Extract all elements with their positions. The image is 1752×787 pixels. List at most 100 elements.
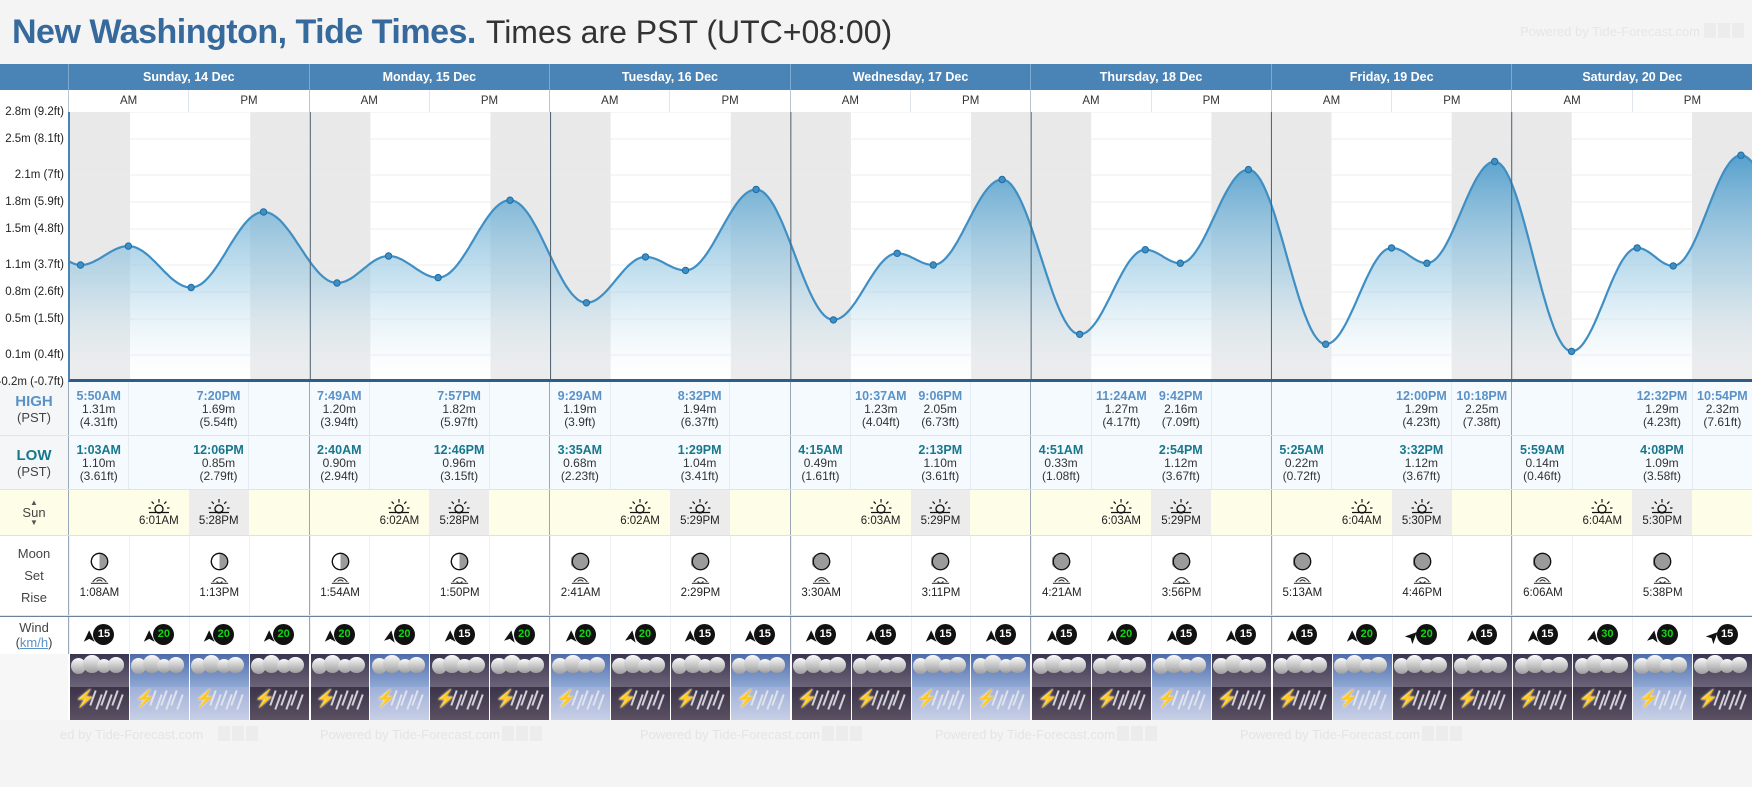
- sun-row: ▲ Sun ▼ 6:01AM 5:28PM 6:02AM 5:28PM 6:02AM 5:…: [0, 490, 1752, 536]
- tide-point-20[interactable]: [1321, 340, 1330, 348]
- tide-point-6[interactable]: [434, 273, 442, 282]
- low-tide-pm-4: 2:54PM 1.12m (3.67ft): [1151, 436, 1271, 489]
- tide-time: 10:37AM: [855, 388, 907, 403]
- powered-by-watermark: Powered by Tide-Forecast.com: [1520, 24, 1700, 39]
- wind-cell: ➤ 20: [1391, 617, 1452, 654]
- tide-metres: 0.96m: [442, 455, 476, 470]
- tide-point-14[interactable]: [929, 261, 937, 269]
- day-header-2[interactable]: Tuesday, 16 Dec: [549, 64, 790, 90]
- tide-metres: 1.29m: [1404, 401, 1439, 416]
- cloud-icon: [612, 658, 628, 674]
- high-tide-tz: (PST): [17, 409, 51, 425]
- wind-cell: ➤ 20: [128, 617, 189, 654]
- wind-cell: ➤ 30: [1572, 617, 1632, 654]
- footer-watermark-icons: [218, 726, 258, 741]
- tide-point-16[interactable]: [1076, 330, 1084, 339]
- tide-plot-area[interactable]: [68, 112, 1752, 382]
- tide-metres: 2.25m: [1465, 401, 1499, 416]
- tide-point-7[interactable]: [506, 196, 514, 204]
- tide-metres: 0.85m: [201, 455, 236, 470]
- cloud-icon: [1514, 658, 1530, 674]
- wind-pm-0: ➤ 20 ➤ 20: [188, 617, 309, 654]
- tide-point-21[interactable]: [1387, 244, 1396, 252]
- sun-cells: 6:01AM 5:28PM 6:02AM 5:28PM 6:02AM 5:29PM 6:03…: [68, 490, 1752, 535]
- tide-point-27[interactable]: [1737, 151, 1745, 159]
- y-tick-9: -0.2m (-0.7ft): [0, 376, 64, 388]
- wind-speed-badge: 15: [1055, 623, 1077, 645]
- tide-point-15[interactable]: [998, 175, 1006, 184]
- sun-day-5: 6:04AM 5:30PM: [1270, 490, 1512, 535]
- sunrise-icon: [1110, 499, 1132, 514]
- wind-speed-badge: 20: [213, 623, 235, 645]
- tide-point-17[interactable]: [1141, 246, 1149, 254]
- moon-day-5: 5:13AM 4:46PM: [1270, 536, 1512, 615]
- tide-point-11[interactable]: [752, 185, 760, 194]
- wind-unit-link[interactable]: (km/h): [15, 634, 53, 650]
- low-tide-cell: [1090, 436, 1151, 489]
- tide-point-23[interactable]: [1490, 157, 1499, 166]
- tide-point-9[interactable]: [641, 253, 650, 261]
- cloud-icon: [1224, 655, 1243, 673]
- tide-point-12[interactable]: [829, 316, 838, 324]
- moon-label-text: Moon: [17, 545, 51, 561]
- wind-day-2: ➤ 20 ➤ 20 ➤ 15 ➤ 15: [549, 617, 790, 654]
- sun-day-2: 6:02AM 5:29PM: [549, 490, 790, 535]
- sun-cell: 5:30PM: [1391, 490, 1452, 535]
- tide-point-13[interactable]: [893, 249, 901, 258]
- sun-cell: 6:01AM: [129, 490, 189, 535]
- tide-time: 11:24AM: [1096, 388, 1147, 403]
- day-header-1[interactable]: Monday, 15 Dec: [308, 64, 550, 90]
- sunset-icon: [208, 499, 230, 514]
- high-tide-am-5: [1272, 382, 1392, 435]
- cloud-icon: [1153, 658, 1169, 674]
- tide-point-25[interactable]: [1633, 244, 1641, 252]
- wind-indicator: ➤ 30: [1642, 623, 1680, 649]
- sun-cell: [1272, 490, 1332, 535]
- tide-point-18[interactable]: [1176, 259, 1185, 267]
- tide-point-22[interactable]: [1423, 259, 1431, 267]
- tide-point-8[interactable]: [582, 299, 591, 307]
- tide-point-1[interactable]: [124, 242, 133, 250]
- tide-point-26[interactable]: [1669, 262, 1677, 270]
- wind-cell: ➤ 20: [188, 617, 249, 654]
- ampm-pm-6: PM: [1631, 90, 1752, 112]
- low-tide-pm-2: 1:29PM 1.04m (3.41ft): [670, 436, 790, 489]
- moon-cell: [128, 536, 189, 615]
- day-header-0[interactable]: Sunday, 14 Dec: [68, 64, 309, 90]
- cloud-icon: [190, 658, 207, 674]
- page-title: New Washington, Tide Times.: [12, 12, 476, 51]
- moon-cell: [369, 536, 429, 615]
- wind-pm-2: ➤ 15 ➤ 15: [669, 617, 790, 654]
- y-tick-6: 0.8m (2.6ft): [5, 286, 64, 298]
- moon-set-label: Set: [24, 567, 44, 583]
- cloud-icon: [202, 655, 221, 673]
- low-tide-cell: [1451, 436, 1511, 489]
- low-tide-cell: [729, 436, 789, 489]
- day-header-6[interactable]: Saturday, 20 Dec: [1511, 64, 1752, 90]
- tide-point-4[interactable]: [333, 279, 341, 287]
- sun-cell: 5:29PM: [910, 490, 971, 535]
- page-header: New Washington, Tide Times. Times are PS…: [0, 0, 1752, 64]
- wind-pm-6: ➤ 30 ➤ 15: [1632, 617, 1752, 654]
- wind-unit-text[interactable]: km/h: [19, 634, 49, 650]
- moon-pm-2: 2:29PM: [669, 536, 790, 615]
- tide-point-24[interactable]: [1567, 347, 1576, 356]
- tide-point-10[interactable]: [681, 266, 690, 275]
- cloud-icon: [708, 657, 726, 673]
- footer-watermark: Powered by Tide-Forecast.com: [640, 727, 820, 742]
- tide-point-5[interactable]: [384, 252, 393, 260]
- weather-am-6: ⚡ ⚡: [1512, 654, 1633, 720]
- day-header-4[interactable]: Thursday, 18 Dec: [1030, 64, 1271, 90]
- day-header-3[interactable]: Wednesday, 17 Dec: [789, 64, 1031, 90]
- day-header-5[interactable]: Friday, 19 Dec: [1270, 64, 1512, 90]
- tide-feet: (6.73ft): [921, 415, 960, 429]
- low-tide-day-6: 5:59AM 0.14m (0.46ft) 4:08PM 1.09m (3.58ft): [1511, 436, 1752, 489]
- tide-point-2[interactable]: [187, 283, 195, 292]
- sun-pm-0: 5:28PM: [188, 490, 309, 535]
- tide-time: 7:57PM: [437, 388, 481, 403]
- tide-point-19[interactable]: [1244, 165, 1253, 174]
- tide-point-0[interactable]: [76, 261, 85, 269]
- y-tick-0: 2.8m (9.2ft): [5, 106, 64, 118]
- sun-time: 5:29PM: [680, 515, 720, 527]
- tide-point-3[interactable]: [259, 208, 268, 216]
